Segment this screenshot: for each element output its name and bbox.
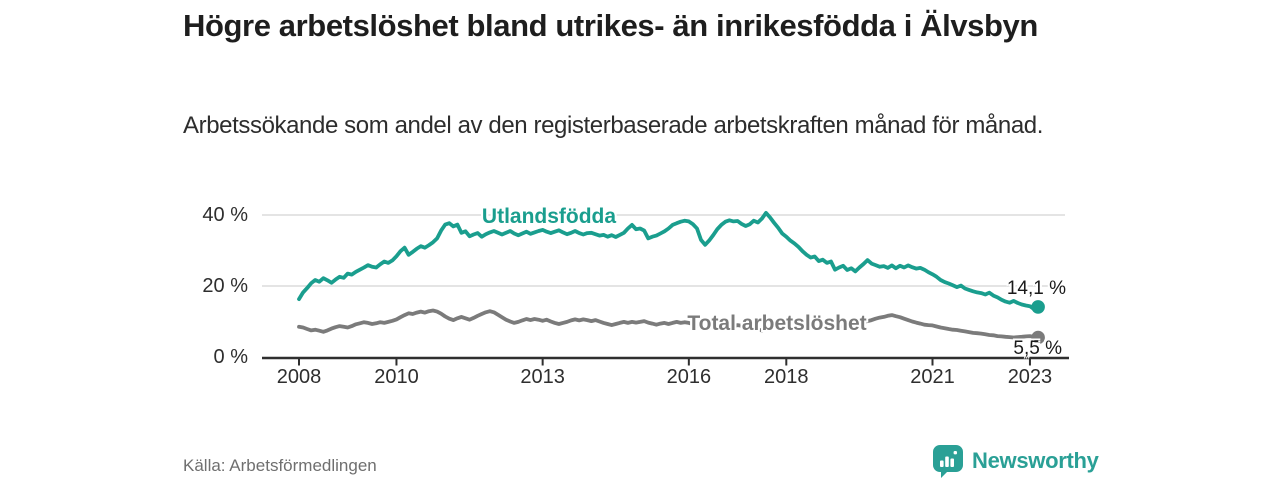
x-axis-label: 2018 (764, 366, 809, 388)
series-label-0: Utlandsfödda (481, 205, 617, 228)
y-axis-label: 40 % (202, 204, 248, 226)
series-end-dot-0 (1031, 300, 1045, 314)
chart-title: Högre arbetslöshet bland utrikes- än inr… (183, 8, 1038, 43)
newsworthy-logo: Newsworthy (933, 444, 1099, 478)
x-axis-label: 2016 (666, 366, 712, 388)
end-value-label-0: 14,1 % (1006, 278, 1066, 299)
series-line-0 (297, 210, 1040, 312)
series-label-1: Total arbetslöshet (687, 312, 867, 335)
chart-subtitle: Arbetssökande som andel av den registerb… (183, 112, 1043, 139)
x-axis-label: 2021 (910, 366, 955, 388)
source-note: Källa: Arbetsförmedlingen (183, 456, 377, 475)
series-line-1 (297, 308, 1040, 340)
series-end-dot-1 (1031, 330, 1045, 345)
y-axis-label: 20 % (202, 275, 248, 297)
x-axis-label: 2010 (374, 366, 419, 388)
x-axis-label: 2023 (1007, 366, 1053, 388)
x-axis-label: 2013 (520, 366, 565, 388)
end-value-label-1: 5,5 % (1013, 338, 1062, 359)
y-axis-label: 0 % (213, 346, 248, 368)
newsworthy-logo-icon (933, 444, 963, 478)
newsworthy-brand-name: Newsworthy (972, 448, 1099, 473)
x-axis-label: 2008 (276, 366, 322, 388)
